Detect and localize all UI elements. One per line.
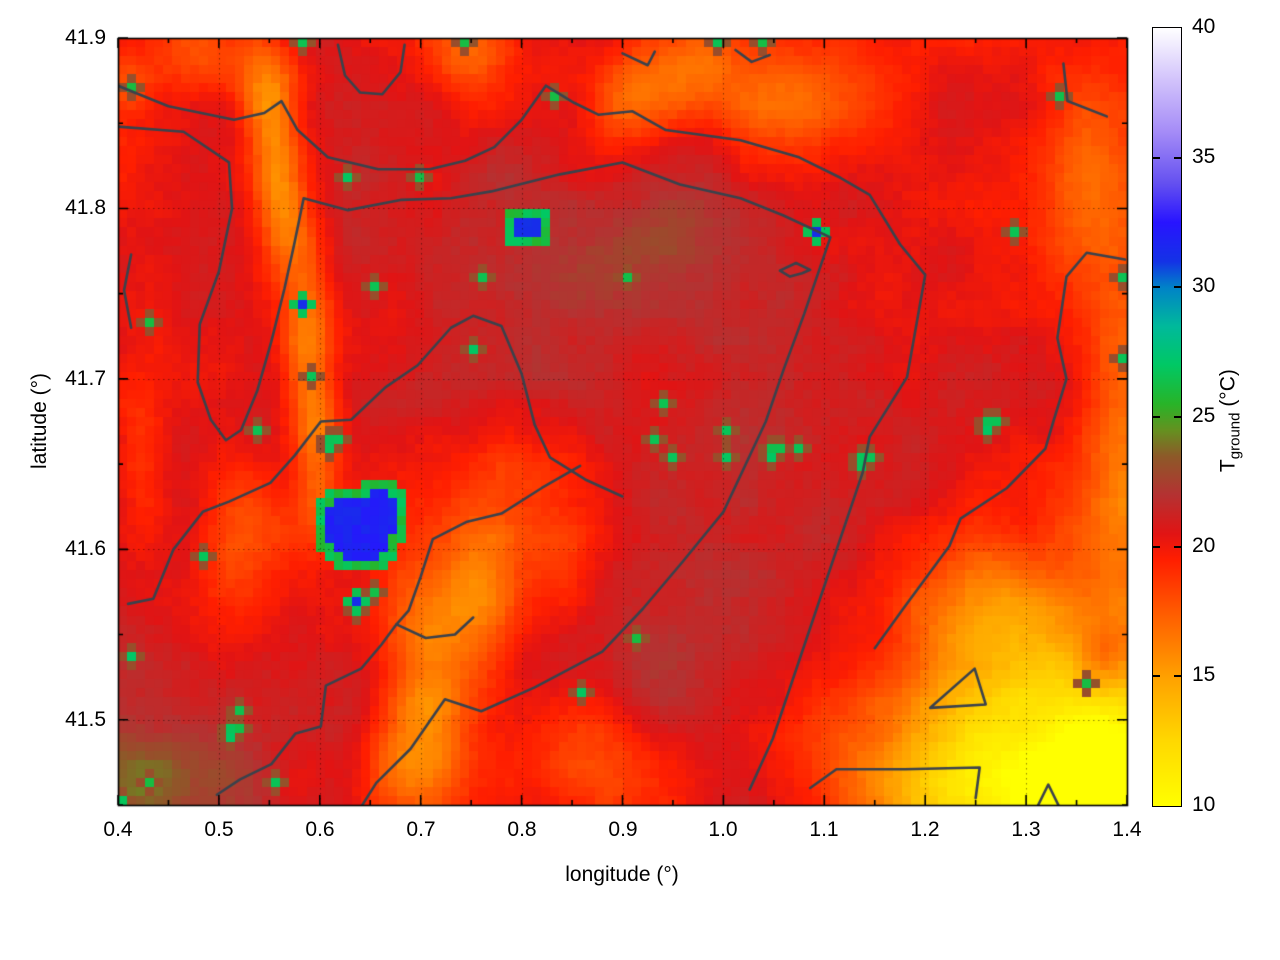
x-tick-label: 1.0 xyxy=(708,818,738,841)
colorbar-tick-mark xyxy=(1174,416,1181,418)
colorbar-tick-label: 15 xyxy=(1192,663,1216,686)
x-tick-label: 0.5 xyxy=(204,818,234,841)
colorbar-tick-label: 35 xyxy=(1192,145,1216,168)
colorbar xyxy=(1152,27,1182,807)
colorbar-tick-mark xyxy=(1174,675,1181,678)
x-tick-label: 1.3 xyxy=(1011,818,1041,841)
colorbar-tick-mark xyxy=(1174,156,1181,159)
x-tick-label: 1.2 xyxy=(910,818,940,841)
colorbar-tick-label: 30 xyxy=(1192,274,1216,297)
colorbar-tick-label: 40 xyxy=(1192,15,1216,38)
x-axis-label: longitude (°) xyxy=(565,863,679,886)
x-tick-label: 0.4 xyxy=(103,818,133,841)
colorbar-tick-mark xyxy=(1153,286,1160,289)
colorbar-tick-mark xyxy=(1174,286,1181,289)
colorbar-tick-mark xyxy=(1153,545,1160,548)
y-axis-label: latitude (°) xyxy=(28,373,51,469)
colorbar-tick-label: 20 xyxy=(1192,534,1216,557)
colorbar-tick-label: 10 xyxy=(1192,793,1216,816)
x-tick-label: 1.1 xyxy=(809,818,839,841)
x-tick-label: 0.7 xyxy=(406,818,436,841)
colorbar-tick-mark xyxy=(1153,675,1160,678)
x-tick-label: 1.4 xyxy=(1112,818,1142,841)
colorbar-tick-mark xyxy=(1174,545,1181,548)
y-tick-label: 41.7 xyxy=(65,367,106,390)
colorbar-label-symbol: T xyxy=(1216,459,1240,473)
x-tick-label: 0.9 xyxy=(608,818,638,841)
y-tick-label: 41.5 xyxy=(65,708,106,731)
x-tick-label: 0.8 xyxy=(507,818,537,841)
colorbar-tick-label: 25 xyxy=(1192,404,1216,427)
y-tick-label: 41.8 xyxy=(65,196,106,219)
colorbar-tick-mark xyxy=(1153,156,1160,159)
y-tick-label: 41.6 xyxy=(65,537,106,560)
x-tick-label: 0.6 xyxy=(305,818,335,841)
y-tick-label: 41.9 xyxy=(65,26,106,49)
colorbar-tick-mark xyxy=(1153,416,1160,418)
